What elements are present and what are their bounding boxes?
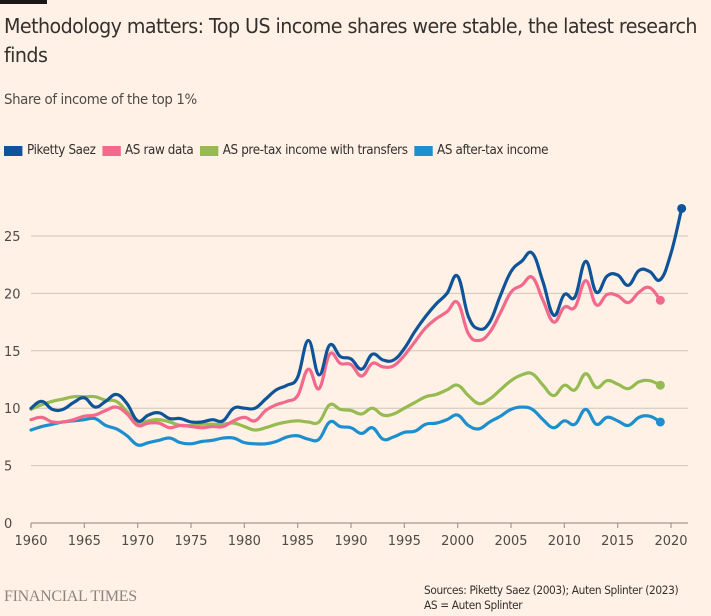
end-marker-as-after-tax — [655, 417, 665, 427]
legend-label: Piketty Saez — [27, 143, 96, 158]
x-tick-label: 2010 — [548, 534, 581, 549]
end-marker-as-pretax-transfers — [655, 380, 665, 390]
ft-logo: FINANCIAL TIMES — [4, 588, 137, 605]
x-tick-label: 2015 — [601, 534, 634, 549]
legend-label: AS after-tax income — [437, 143, 549, 158]
x-tick-label: 1975 — [174, 534, 207, 549]
legend-item-as-raw-data: AS raw data — [101, 143, 194, 158]
x-axis: 1960 1965 1970 1975 1980 1985 1990 1995 2000 2005… — [14, 522, 688, 549]
series-line-piketty-saez — [29, 206, 684, 425]
x-tick-label: 2020 — [654, 534, 687, 549]
x-tick-label: 1980 — [228, 534, 261, 549]
x-tick-label: 2000 — [441, 534, 474, 549]
x-tick-label: 1990 — [334, 534, 367, 549]
chart-title: Methodology matters: Top US income share… — [4, 14, 697, 67]
y-tick-label: 10 — [4, 402, 21, 417]
y-axis: 0 5 10 15 20 25 — [4, 230, 21, 532]
y-tick-label: 5 — [4, 460, 12, 475]
x-tick-label: 1960 — [14, 534, 47, 549]
x-tick-label: 1965 — [68, 534, 101, 549]
x-tick-label: 1995 — [388, 534, 421, 549]
x-tick-label: 1985 — [281, 534, 314, 549]
y-tick-label: 20 — [4, 287, 21, 302]
x-tick-label: 2005 — [494, 534, 527, 549]
x-tick-label: 1970 — [121, 534, 154, 549]
legend-swatch — [4, 145, 23, 156]
series-line-as-raw-data — [29, 275, 662, 430]
legend: Piketty Saez AS raw data AS pre-tax inco… — [4, 143, 555, 158]
legend-swatch — [199, 145, 219, 156]
series-line-as-after-tax — [29, 405, 662, 447]
chart-subtitle: Share of income of the top 1% — [4, 92, 197, 108]
source-note: Sources: Piketty Saez (2003); Auten Spli… — [424, 583, 679, 613]
end-marker-piketty-saez — [677, 203, 687, 213]
legend-label: AS raw data — [124, 143, 194, 158]
legend-item-as-pretax-transfers: AS pre-tax income with transfers — [199, 143, 408, 158]
ft-top-bar — [0, 0, 47, 4]
legend-item-as-after-tax: AS after-tax income — [414, 143, 549, 158]
legend-swatch — [101, 145, 121, 156]
source-abbreviation: AS = Auten Splinter — [424, 598, 523, 612]
end-marker-as-raw-data — [655, 295, 665, 305]
legend-swatch — [414, 145, 433, 156]
y-tick-label: 25 — [4, 230, 21, 245]
series-line-as-pretax-transfers — [29, 371, 662, 432]
source-line: Sources: Piketty Saez (2003); Auten Spli… — [424, 583, 679, 597]
y-tick-label: 0 — [4, 517, 12, 532]
y-tick-label: 15 — [4, 345, 21, 360]
legend-item-piketty-saez: Piketty Saez — [4, 143, 96, 158]
legend-label: AS pre-tax income with transfers — [222, 143, 408, 158]
series-lines — [29, 203, 687, 447]
